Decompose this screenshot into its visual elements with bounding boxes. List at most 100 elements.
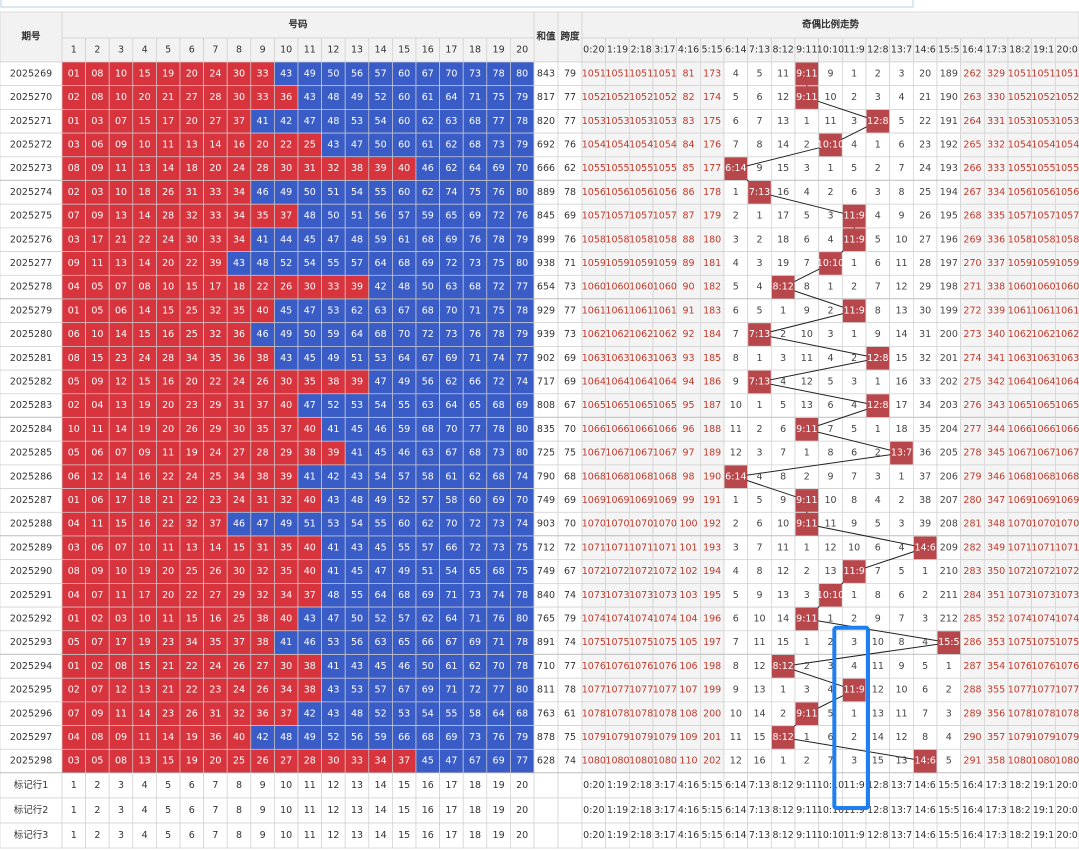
drawn-number: 71 bbox=[445, 590, 457, 601]
trend-miss: 11 bbox=[872, 661, 884, 672]
trend-miss: 15 bbox=[872, 756, 884, 767]
marker-number: 12 bbox=[327, 830, 339, 841]
drawn-number: 64 bbox=[398, 353, 410, 364]
trend-miss: 8 bbox=[804, 282, 810, 293]
trend-miss: 101 bbox=[679, 542, 697, 553]
trend-miss: 287 bbox=[963, 661, 981, 672]
drawn-number: 69 bbox=[469, 637, 481, 648]
drawn-number: 62 bbox=[351, 305, 363, 316]
trend-miss: 3 bbox=[851, 376, 857, 387]
trend-miss: 176 bbox=[703, 139, 721, 150]
drawn-number: 66 bbox=[445, 542, 457, 553]
trend-miss: 29 bbox=[919, 282, 931, 293]
trend-miss: 1051 bbox=[629, 68, 653, 79]
trend-miss: 1061 bbox=[653, 305, 677, 316]
trend-miss: 1057 bbox=[1055, 211, 1079, 222]
trend-miss: 1069 bbox=[1055, 495, 1079, 506]
drawn-number: 41 bbox=[280, 637, 292, 648]
trend-miss: 1063 bbox=[629, 353, 653, 364]
drawn-number: 33 bbox=[327, 282, 339, 293]
trend-miss: 1053 bbox=[653, 116, 677, 127]
drawn-number: 69 bbox=[422, 590, 434, 601]
hit-ratio: 14:6 bbox=[914, 542, 935, 553]
trend-miss: 1051 bbox=[653, 68, 677, 79]
drawn-number: 76 bbox=[493, 732, 505, 743]
drawn-number: 76 bbox=[493, 187, 505, 198]
drawn-number: 05 bbox=[91, 305, 103, 316]
drawn-number: 48 bbox=[280, 732, 292, 743]
drawn-number: 79 bbox=[516, 234, 528, 245]
drawn-number: 49 bbox=[327, 353, 339, 364]
trend-miss: 1058 bbox=[1055, 234, 1079, 245]
drawn-number: 73 bbox=[445, 329, 457, 340]
drawn-number: 30 bbox=[280, 661, 292, 672]
drawn-number: 41 bbox=[304, 471, 316, 482]
trend-miss: 1073 bbox=[1055, 590, 1079, 601]
drawn-number: 56 bbox=[422, 376, 434, 387]
drawn-number: 74 bbox=[516, 471, 528, 482]
span-value: 74 bbox=[564, 756, 576, 767]
trend-miss: 175 bbox=[703, 116, 721, 127]
trend-miss: 12 bbox=[777, 92, 789, 103]
drawn-number: 22 bbox=[186, 590, 198, 601]
drawn-number: 49 bbox=[351, 92, 363, 103]
trend-miss: 8 bbox=[875, 590, 881, 601]
ratio-column-label: 1:19 bbox=[607, 45, 628, 56]
drawn-number: 45 bbox=[351, 424, 363, 435]
trend-miss: 1080 bbox=[1055, 756, 1079, 767]
marker-blank-bg bbox=[557, 772, 583, 799]
trend-miss: 1080 bbox=[653, 756, 677, 767]
trend-miss: 180 bbox=[703, 234, 721, 245]
drawn-number: 02 bbox=[91, 661, 103, 672]
drawn-number: 65 bbox=[445, 211, 457, 222]
marker-number: 20 bbox=[516, 830, 528, 841]
ratio-column-label: 3:17 bbox=[654, 45, 675, 56]
drawn-number: 67 bbox=[469, 756, 481, 767]
trend-miss: 1077 bbox=[1008, 685, 1032, 696]
trend-miss: 1052 bbox=[1031, 92, 1055, 103]
trend-miss: 197 bbox=[940, 258, 958, 269]
trend-miss: 270 bbox=[963, 258, 981, 269]
trend-miss: 1056 bbox=[605, 187, 629, 198]
trend-miss: 12 bbox=[777, 566, 789, 577]
trend-miss: 1052 bbox=[1055, 92, 1079, 103]
trend-miss: 6 bbox=[875, 258, 881, 269]
trend-miss: 198 bbox=[940, 282, 958, 293]
drawn-number: 10 bbox=[139, 139, 151, 150]
drawn-number: 37 bbox=[304, 590, 316, 601]
trend-miss: 277 bbox=[963, 424, 981, 435]
drawn-number: 26 bbox=[233, 661, 245, 672]
ratio-column-label: 5:15 bbox=[701, 45, 722, 56]
drawn-number: 43 bbox=[351, 661, 363, 672]
trend-miss: 3 bbox=[804, 590, 810, 601]
trend-miss: 10 bbox=[730, 400, 742, 411]
trend-miss: 13 bbox=[801, 400, 813, 411]
trend-miss: 352 bbox=[987, 613, 1005, 624]
trend-miss: 1076 bbox=[582, 661, 606, 672]
drawn-number: 73 bbox=[469, 258, 481, 269]
trend-miss: 1067 bbox=[605, 448, 629, 459]
trend-miss: 1071 bbox=[582, 542, 606, 553]
trend-miss: 8 bbox=[756, 566, 762, 577]
drawn-number: 73 bbox=[493, 448, 505, 459]
drawn-number: 67 bbox=[445, 448, 457, 459]
drawn-number: 50 bbox=[351, 613, 363, 624]
trend-miss: 1063 bbox=[1008, 353, 1032, 364]
drawn-number: 60 bbox=[469, 495, 481, 506]
drawn-number: 10 bbox=[115, 187, 127, 198]
trend-miss: 1056 bbox=[653, 187, 677, 198]
trend-miss: 1066 bbox=[582, 424, 606, 435]
marker-ratio: 17:3 bbox=[985, 780, 1006, 791]
trend-miss: 2 bbox=[733, 519, 739, 530]
number-column-label: 1 bbox=[71, 45, 77, 56]
trend-miss: 196 bbox=[940, 234, 958, 245]
trend-miss: 3 bbox=[851, 637, 857, 648]
drawn-number: 53 bbox=[327, 637, 339, 648]
marker-number: 9 bbox=[260, 780, 266, 791]
marker-ratio: 1:19 bbox=[607, 805, 628, 816]
trend-miss: 11 bbox=[777, 68, 789, 79]
drawn-number: 14 bbox=[115, 424, 127, 435]
drawn-number: 37 bbox=[280, 211, 292, 222]
drawn-number: 22 bbox=[186, 685, 198, 696]
trend-miss: 1069 bbox=[653, 495, 677, 506]
